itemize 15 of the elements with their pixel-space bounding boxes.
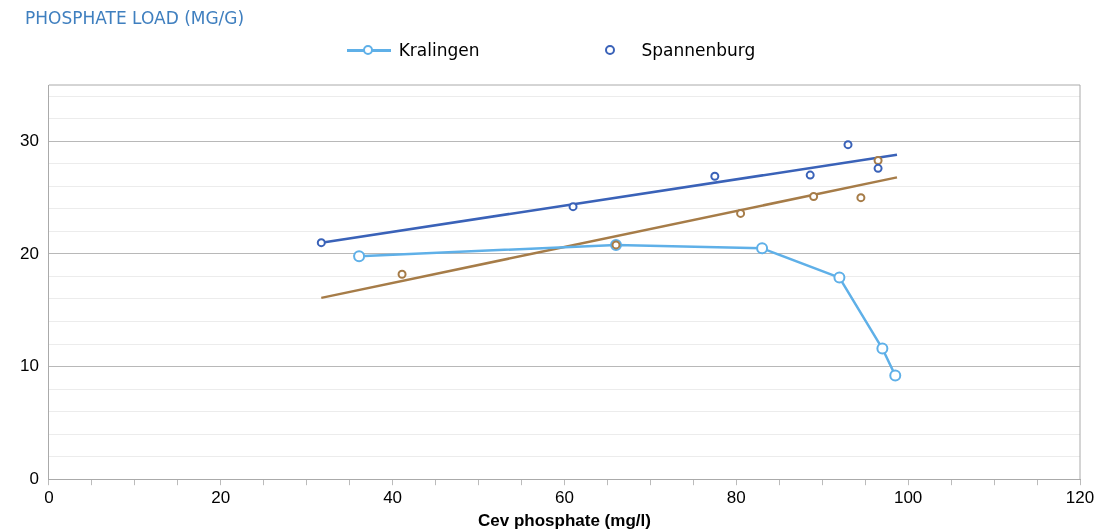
legend-label: Kralingen bbox=[398, 40, 480, 60]
x-tick-label: 40 bbox=[383, 488, 403, 508]
y-tick-label: 20 bbox=[19, 243, 39, 263]
y-tick-label: 30 bbox=[19, 131, 39, 150]
x-tick-label: 120 bbox=[1065, 488, 1095, 508]
x-tick-label: 20 bbox=[211, 488, 231, 508]
x-tick-label: 60 bbox=[554, 488, 574, 508]
x-tick-label: 80 bbox=[726, 488, 746, 508]
x-axis-title: Cev phosphate (mg/l) bbox=[478, 511, 651, 531]
text: PHOSPHATE LOAD (MG/G) bbox=[25, 8, 245, 28]
x-tick-label: 100 bbox=[893, 488, 923, 508]
y-tick-label: 10 bbox=[19, 356, 39, 376]
x-tick-label: 0 bbox=[44, 488, 54, 508]
y-tick-label: 0 bbox=[29, 468, 39, 488]
legend-label: Spannenburg bbox=[641, 40, 756, 60]
